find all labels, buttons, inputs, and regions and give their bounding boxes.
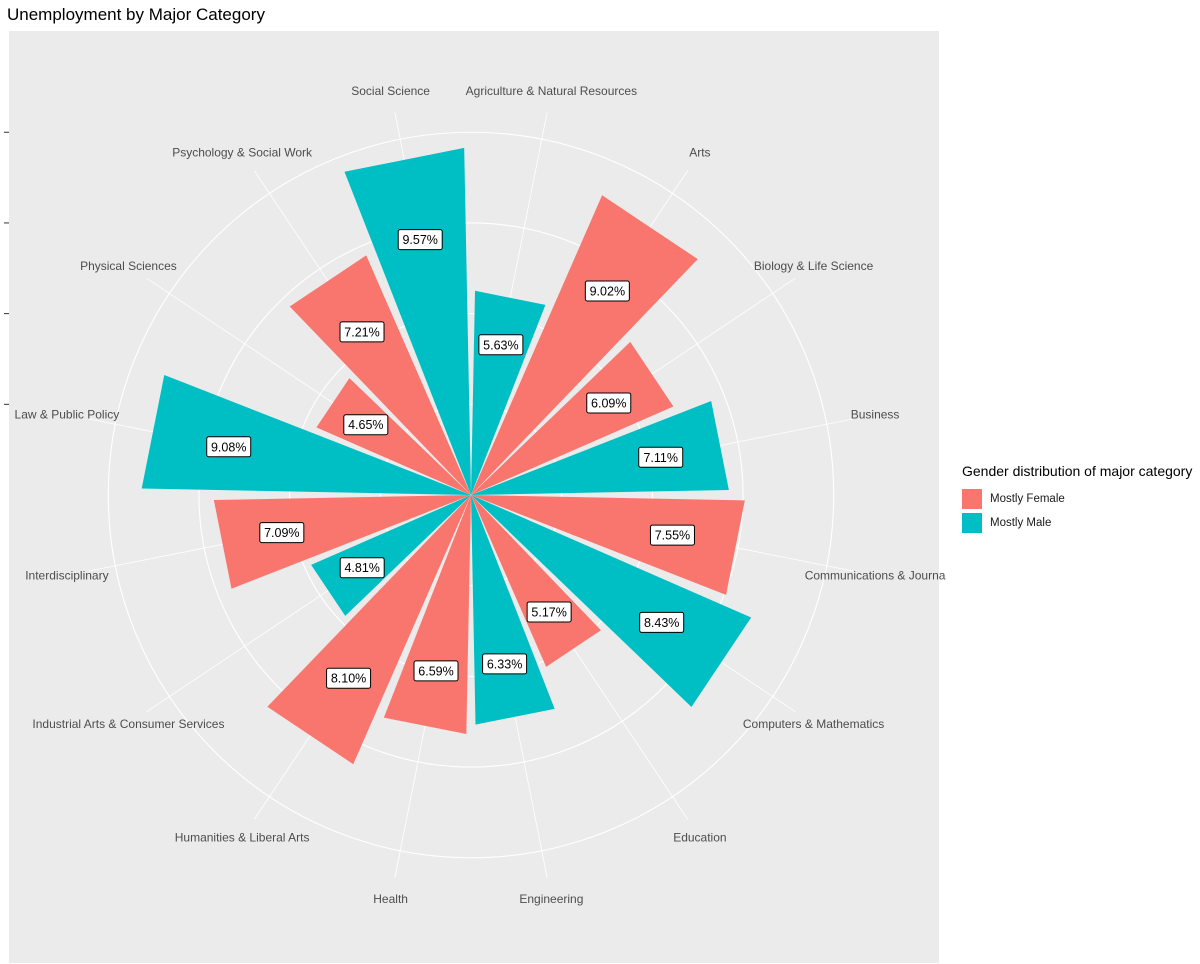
data-label-computers-and-mathematics: 8.43% bbox=[639, 611, 685, 633]
axis-label-health: Health bbox=[373, 892, 408, 906]
legend-item-mostly-female: Mostly Female bbox=[962, 487, 1198, 511]
bar-interdisciplinary bbox=[213, 495, 472, 589]
axis-label-interdisciplinary: Interdisciplinary bbox=[25, 568, 108, 582]
data-label-box bbox=[397, 229, 443, 251]
data-label-text: 6.09% bbox=[591, 396, 626, 410]
data-label-text: 7.09% bbox=[264, 526, 299, 540]
legend-label-mostly-male: Mostly Male bbox=[990, 517, 1052, 529]
bar-communications-and-journalism bbox=[471, 495, 745, 595]
axis-label-social-science: Social Science bbox=[351, 84, 430, 98]
data-label-box bbox=[526, 601, 572, 623]
bar-physical-sciences bbox=[316, 378, 471, 495]
data-label-box bbox=[206, 436, 252, 458]
grid-circle bbox=[379, 403, 563, 587]
axis-label-computers-and-mathematics: Computers & Mathematics bbox=[743, 717, 884, 731]
data-label-box bbox=[339, 321, 385, 343]
data-label-text: 8.10% bbox=[331, 672, 366, 686]
bar-biology-and-life-science bbox=[471, 341, 674, 495]
bar-industrial-arts-and-consumer-services bbox=[311, 495, 471, 616]
axis-label-business: Business bbox=[851, 408, 900, 422]
data-label-text: 8.43% bbox=[644, 616, 679, 630]
data-label-law-and-public-policy: 9.08% bbox=[206, 436, 252, 458]
data-label-box bbox=[584, 280, 630, 302]
bar-education bbox=[471, 495, 601, 667]
data-label-biology-and-life-science: 6.09% bbox=[586, 392, 632, 414]
data-label-text: 7.55% bbox=[655, 529, 690, 543]
data-label-text: 6.33% bbox=[487, 657, 522, 671]
bar-layer bbox=[141, 147, 752, 765]
grid-circle bbox=[107, 131, 835, 859]
bar-law-and-public-policy bbox=[141, 374, 471, 495]
axis-label-law-and-public-policy: Law & Public Policy bbox=[15, 408, 120, 422]
data-label-interdisciplinary: 7.09% bbox=[259, 522, 305, 544]
legend: Gender distribution of major category Mo… bbox=[962, 463, 1198, 535]
axis-label-psychology-and-social-work: Psychology & Social Work bbox=[172, 145, 313, 159]
axis-label-industrial-arts-and-consumer-services: Industrial Arts & Consumer Services bbox=[32, 717, 224, 731]
data-label-text: 5.63% bbox=[483, 338, 518, 352]
axis-label-humanities-and-liberal-arts: Humanities & Liberal Arts bbox=[175, 831, 310, 845]
legend-key-mostly-male bbox=[962, 513, 982, 533]
data-label-text: 9.08% bbox=[211, 440, 246, 454]
data-label-humanities-and-liberal-arts: 8.10% bbox=[326, 667, 372, 689]
data-label-box bbox=[478, 334, 524, 356]
data-label-agriculture-and-natural-resources: 5.63% bbox=[478, 334, 524, 356]
data-label-text: 4.81% bbox=[344, 561, 379, 575]
data-label-business: 7.11% bbox=[638, 446, 684, 468]
data-label-box bbox=[413, 660, 459, 682]
data-label-communications-and-journalism: 7.55% bbox=[649, 524, 695, 546]
data-label-box bbox=[326, 667, 372, 689]
legend-label-mostly-female: Mostly Female bbox=[990, 493, 1065, 505]
data-label-physical-sciences: 4.65% bbox=[343, 414, 389, 436]
axis-label-communications-and-journalism: Communications & Journa bbox=[805, 568, 946, 582]
data-label-text: 6.59% bbox=[418, 664, 453, 678]
data-label-health: 6.59% bbox=[413, 660, 459, 682]
bar-humanities-and-liberal-arts bbox=[267, 495, 471, 765]
data-label-social-science: 9.57% bbox=[397, 229, 443, 251]
bar-psychology-and-social-work bbox=[289, 255, 471, 495]
data-label-box bbox=[586, 392, 632, 414]
axis-label-biology-and-life-science: Biology & Life Science bbox=[754, 259, 874, 273]
data-label-box bbox=[482, 653, 528, 675]
data-label-box bbox=[639, 611, 685, 633]
axis-label-engineering: Engineering bbox=[519, 892, 583, 906]
bar-computers-and-mathematics bbox=[471, 495, 752, 707]
legend-item-mostly-male: Mostly Male bbox=[962, 511, 1198, 535]
grid-circle bbox=[289, 313, 653, 677]
data-label-text: 7.21% bbox=[344, 325, 379, 339]
data-label-arts: 9.02% bbox=[584, 280, 630, 302]
left-tick-layer bbox=[4, 131, 9, 405]
bar-business bbox=[471, 401, 729, 495]
data-label-box bbox=[343, 414, 389, 436]
data-label-text: 5.17% bbox=[531, 605, 566, 619]
data-label-layer: 5.63% 9.02% 6.09% 7.11% 7.55% 8.43% 5.17% 6.33%… bbox=[206, 229, 695, 689]
data-label-text: 7.11% bbox=[643, 451, 678, 465]
axis-label-agriculture-and-natural-resources: Agriculture & Natural Resources bbox=[466, 84, 637, 98]
legend-key-mostly-female bbox=[962, 489, 982, 509]
chart-title: Unemployment by Major Category bbox=[7, 5, 265, 24]
data-label-education: 5.17% bbox=[526, 601, 572, 623]
axis-label-physical-sciences: Physical Sciences bbox=[80, 259, 177, 273]
data-label-box bbox=[649, 524, 695, 546]
data-label-text: 9.57% bbox=[402, 233, 437, 247]
grid-circle bbox=[198, 222, 744, 768]
data-label-text: 9.02% bbox=[590, 284, 625, 298]
legend-title: Gender distribution of major category bbox=[962, 463, 1193, 479]
data-label-text: 4.65% bbox=[348, 418, 383, 432]
data-label-industrial-arts-and-consumer-services: 4.81% bbox=[339, 557, 385, 579]
data-label-box bbox=[638, 446, 684, 468]
axis-label-arts: Arts bbox=[689, 145, 710, 159]
axis-label-layer: Agriculture & Natural Resources Arts Biolo… bbox=[15, 84, 946, 906]
axis-label-education: Education bbox=[673, 831, 726, 845]
data-label-box bbox=[339, 557, 385, 579]
bar-arts bbox=[471, 195, 698, 496]
data-label-engineering: 6.33% bbox=[482, 653, 528, 675]
data-label-box bbox=[259, 522, 305, 544]
data-label-psychology-and-social-work: 7.21% bbox=[339, 321, 385, 343]
